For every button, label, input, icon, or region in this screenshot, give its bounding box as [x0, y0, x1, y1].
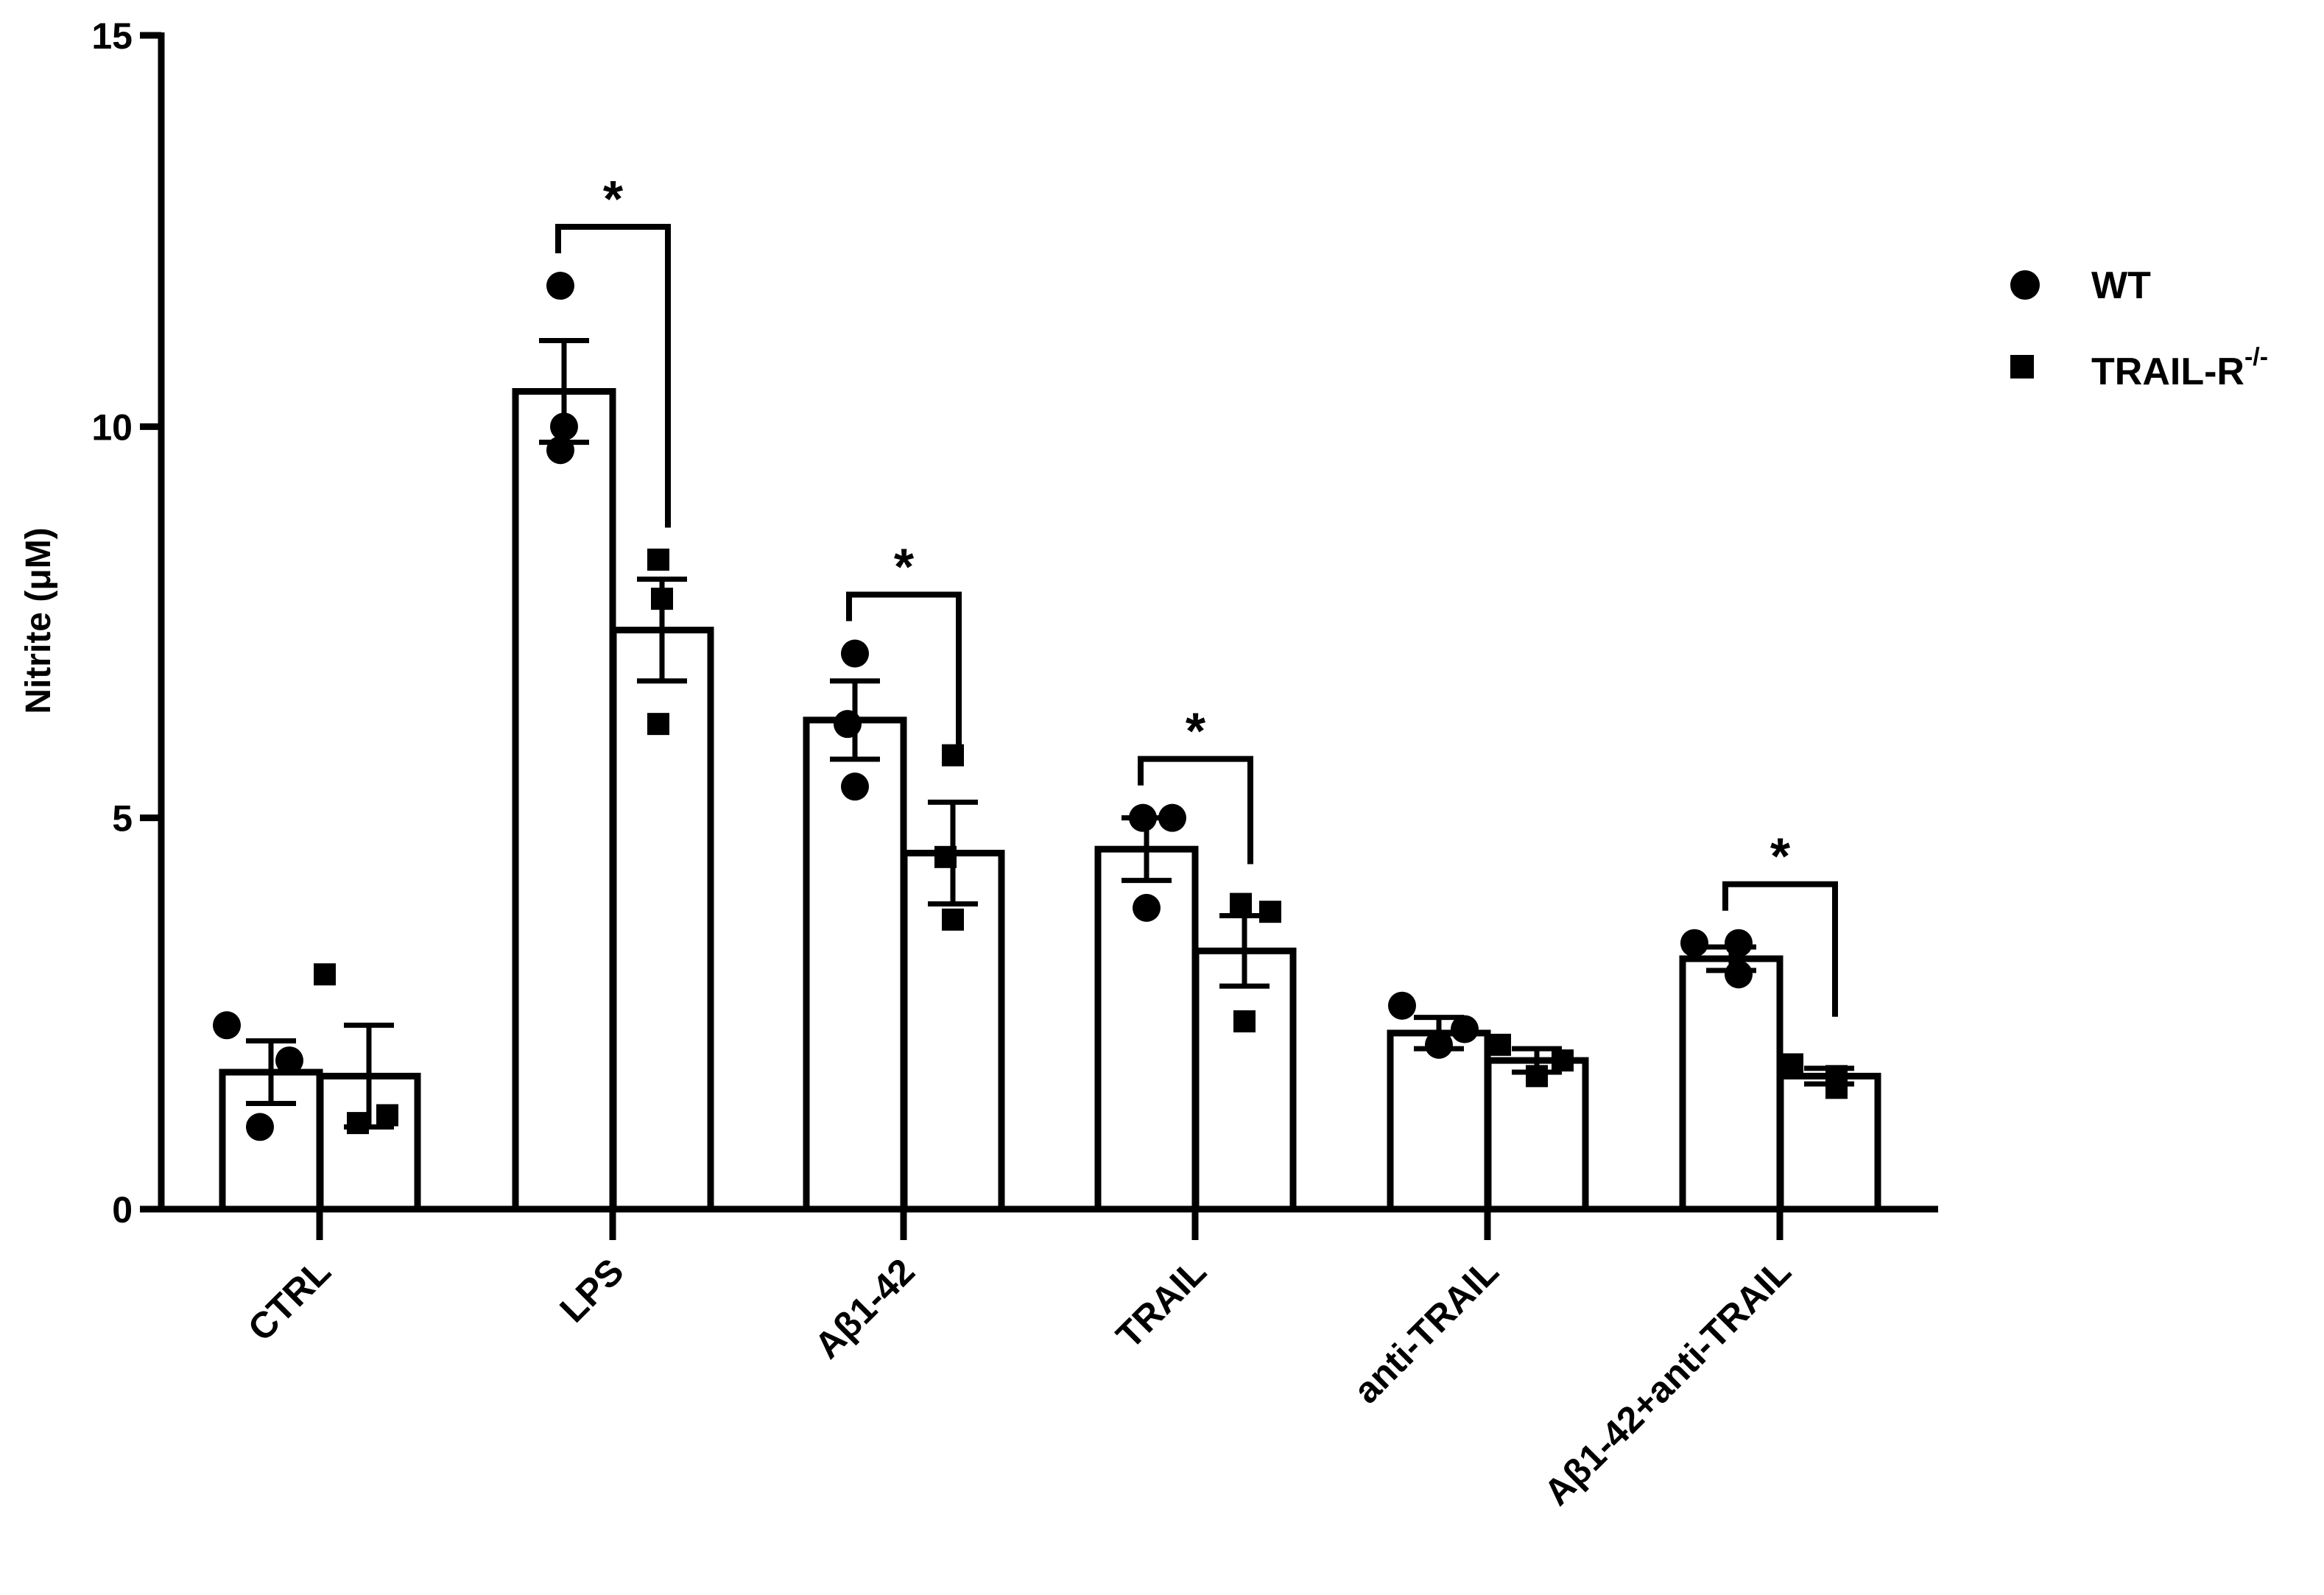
- legend-label-trail-r: TRAIL-R-/-: [2091, 343, 2268, 393]
- point-wt-lps-3: [546, 436, 574, 465]
- point-trail-r-anti-trail-2: [1552, 1049, 1574, 1072]
- x-tick-label-anti-trail: anti-TRAIL: [1345, 1250, 1506, 1411]
- legend-marker-wt: [2010, 270, 2040, 300]
- legend: WT TRAIL-R-/-: [2010, 264, 2268, 393]
- x-ticks: CTRL LPS Aβ1-42 TRAIL anti-TRAIL Aβ1-42+anti-…: [240, 1209, 1799, 1513]
- point-wt-trail-2: [1158, 803, 1186, 832]
- point-trail-r-anti-trail-3: [1526, 1065, 1548, 1088]
- x-tick-label-trail: TRAIL: [1108, 1250, 1214, 1356]
- point-wt-a-1-42-anti-trail-3: [1725, 960, 1753, 989]
- point-wt-a-1-42-anti-trail-1: [1680, 929, 1708, 957]
- point-trail-r-a-1-42-2: [934, 845, 957, 868]
- significance-star-a-1-42: *: [894, 538, 915, 596]
- point-wt-ctrl-3: [246, 1113, 274, 1141]
- plot-bars: [219, 388, 1881, 1213]
- point-trail-r-a-1-42-anti-trail-1: [1781, 1053, 1803, 1076]
- point-trail-r-trail-3: [1233, 1010, 1256, 1032]
- x-tick-label-a-1-42: Aβ1-42: [806, 1250, 922, 1366]
- legend-marker-trail-r: [2010, 355, 2034, 378]
- point-wt-lps-1: [546, 272, 574, 300]
- point-wt-trail-3: [1133, 893, 1161, 922]
- plot-points: [213, 272, 1848, 1141]
- point-trail-r-a-1-42-3: [942, 908, 964, 931]
- point-wt-a-1-42-2: [834, 710, 862, 739]
- point-wt-trail-1: [1129, 803, 1157, 832]
- significance-bracket-lps: [555, 224, 671, 528]
- significance-bracket-trail: [1138, 756, 1253, 865]
- point-wt-a-1-42-anti-trail-2: [1725, 929, 1753, 957]
- point-wt-anti-trail-1: [1388, 991, 1416, 1020]
- point-wt-ctrl-2: [275, 1046, 303, 1075]
- point-trail-r-ctrl-3: [347, 1112, 369, 1135]
- y-ticks: 0 5 10 15: [91, 15, 161, 1230]
- significance-bracket-a-1-42: [846, 591, 962, 751]
- point-wt-a-1-42-3: [841, 772, 869, 801]
- y-tick-label-15: 15: [91, 15, 133, 57]
- point-trail-r-trail-1: [1230, 892, 1252, 915]
- significance-star-lps: *: [603, 170, 624, 228]
- point-trail-r-ctrl-1: [314, 963, 336, 986]
- significance-star-trail: *: [1186, 703, 1206, 760]
- y-tick-label-10: 10: [91, 406, 133, 448]
- point-wt-lps-2: [550, 412, 578, 441]
- significance-bracket-a-1-42-anti-trail: [1722, 881, 1838, 1017]
- legend-label-trail-r-base: TRAIL-R: [2091, 351, 2244, 393]
- bar-trail-r-trail: [1192, 947, 1297, 1213]
- legend-label-trail-r-sup: -/-: [2244, 343, 2268, 371]
- bar-wt-lps: [512, 388, 616, 1213]
- bar-wt-a-1-42-anti-trail: [1679, 955, 1784, 1213]
- point-trail-r-trail-2: [1259, 901, 1281, 923]
- point-wt-ctrl-1: [213, 1011, 241, 1040]
- plot-error-bars: [246, 337, 1854, 1130]
- significance-star-a-1-42-anti-trail: *: [1770, 828, 1791, 885]
- y-tick-label-5: 5: [112, 798, 133, 839]
- x-tick-label-a-1-42-anti-trail: Aβ1-42+anti-TRAIL: [1536, 1250, 1799, 1513]
- x-tick-label-lps: LPS: [552, 1250, 631, 1330]
- point-trail-r-lps-3: [647, 713, 669, 736]
- point-trail-r-lps-2: [651, 588, 673, 610]
- point-trail-r-anti-trail-1: [1489, 1033, 1511, 1056]
- point-trail-r-ctrl-2: [376, 1104, 398, 1127]
- point-trail-r-a-1-42-anti-trail-3: [1825, 1077, 1848, 1099]
- point-wt-a-1-42-1: [841, 639, 869, 668]
- y-axis-label: Nitrite (μM): [19, 527, 58, 714]
- y-tick-label-0: 0: [112, 1189, 133, 1230]
- point-wt-anti-trail-3: [1425, 1030, 1453, 1059]
- axes: [158, 32, 1938, 1213]
- point-wt-anti-trail-2: [1451, 1015, 1479, 1043]
- bar-wt-anti-trail: [1387, 1029, 1491, 1213]
- plot-significance: * * * *: [555, 170, 1838, 1017]
- x-tick-label-ctrl: CTRL: [240, 1250, 339, 1349]
- point-trail-r-lps-1: [647, 548, 669, 571]
- legend-label-wt: WT: [2091, 264, 2151, 307]
